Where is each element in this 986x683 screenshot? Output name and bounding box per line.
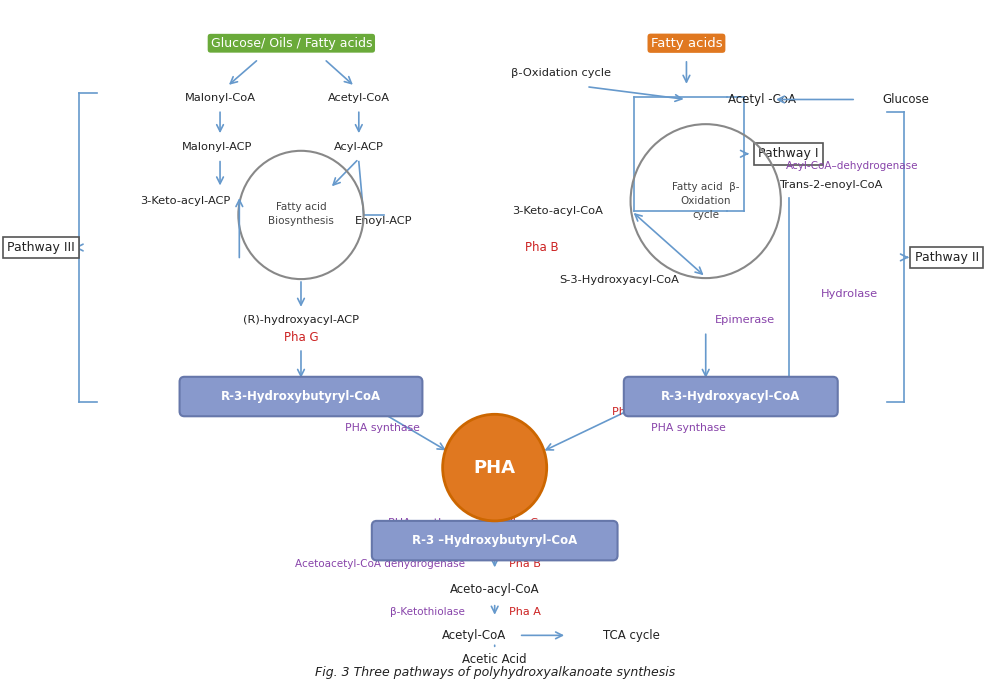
Text: Pathway II: Pathway II [915, 251, 979, 264]
Text: Acetic Acid: Acetic Acid [462, 652, 527, 665]
FancyBboxPatch shape [624, 377, 838, 416]
Text: (R)-hydroxyacyl-ACP: (R)-hydroxyacyl-ACP [243, 315, 359, 324]
Text: Pha C: Pha C [612, 407, 644, 417]
Text: Pha B: Pha B [509, 559, 541, 570]
Text: Pha C: Pha C [506, 518, 538, 528]
Text: Malonyl-CoA: Malonyl-CoA [184, 92, 255, 102]
Text: Glucose: Glucose [882, 93, 929, 106]
Text: Oxidation: Oxidation [680, 196, 731, 206]
Text: PHA synthase: PHA synthase [651, 423, 726, 433]
Text: Acetyl-CoA: Acetyl-CoA [327, 92, 389, 102]
Text: Acetyl -CoA: Acetyl -CoA [728, 93, 796, 106]
Text: Fatty acid  β-: Fatty acid β- [672, 182, 740, 193]
Text: β-Ketothiolase: β-Ketothiolase [389, 607, 464, 617]
Text: Fatty acids: Fatty acids [651, 37, 723, 50]
Text: Epimerase: Epimerase [716, 315, 775, 324]
Text: β-Oxidation cycle: β-Oxidation cycle [511, 68, 611, 78]
Text: cycle: cycle [692, 210, 719, 220]
Text: Fig. 3 Three pathways of polyhydroxyalkanoate synthesis: Fig. 3 Three pathways of polyhydroxyalka… [315, 667, 674, 680]
Text: Pathway I: Pathway I [758, 148, 818, 161]
Text: Acyl-CoA–dehydrogenase: Acyl-CoA–dehydrogenase [786, 161, 918, 171]
Text: Pathway III: Pathway III [7, 241, 75, 254]
Text: Hydrolase: Hydrolase [821, 289, 879, 299]
Text: Fatty acid: Fatty acid [276, 202, 326, 212]
FancyBboxPatch shape [179, 377, 422, 416]
Circle shape [443, 415, 546, 521]
Text: Pha B: Pha B [526, 241, 559, 254]
Text: Trans-2-enoyl-CoA: Trans-2-enoyl-CoA [779, 180, 882, 191]
Text: Pha C: Pha C [352, 407, 385, 417]
FancyBboxPatch shape [372, 521, 617, 560]
Text: 3-Keto-acyl-ACP: 3-Keto-acyl-ACP [140, 196, 231, 206]
Text: R-3 –Hydroxybutyryl-CoA: R-3 –Hydroxybutyryl-CoA [412, 534, 578, 547]
Text: Aceto-acyl-CoA: Aceto-acyl-CoA [450, 583, 539, 596]
Text: Glucose/ Oils / Fatty acids: Glucose/ Oils / Fatty acids [211, 37, 372, 50]
Text: R-3-Hydroxybutyryl-CoA: R-3-Hydroxybutyryl-CoA [221, 390, 381, 403]
Text: PHA synthase: PHA synthase [388, 518, 464, 528]
Text: Pha G: Pha G [284, 331, 318, 344]
Text: Acyl-ACP: Acyl-ACP [334, 142, 384, 152]
Text: R-3-Hydroxyacyl-CoA: R-3-Hydroxyacyl-CoA [661, 390, 801, 403]
Text: PHA synthase: PHA synthase [345, 423, 420, 433]
Text: Acetoacetyl-CoA dehydrogenase: Acetoacetyl-CoA dehydrogenase [295, 559, 464, 570]
Text: Malonyl-ACP: Malonyl-ACP [182, 142, 252, 152]
Text: 3-Keto-acyl-CoA: 3-Keto-acyl-CoA [512, 206, 602, 216]
Text: Pha A: Pha A [509, 607, 541, 617]
Text: PHA: PHA [473, 458, 516, 477]
Text: Biosynthesis: Biosynthesis [268, 216, 334, 226]
Text: Acetyl-CoA: Acetyl-CoA [443, 629, 507, 642]
Text: S-3-Hydroxyacyl-CoA: S-3-Hydroxyacyl-CoA [559, 275, 679, 285]
Text: Enoyl-ACP: Enoyl-ACP [355, 216, 412, 226]
Text: TCA cycle: TCA cycle [602, 629, 660, 642]
